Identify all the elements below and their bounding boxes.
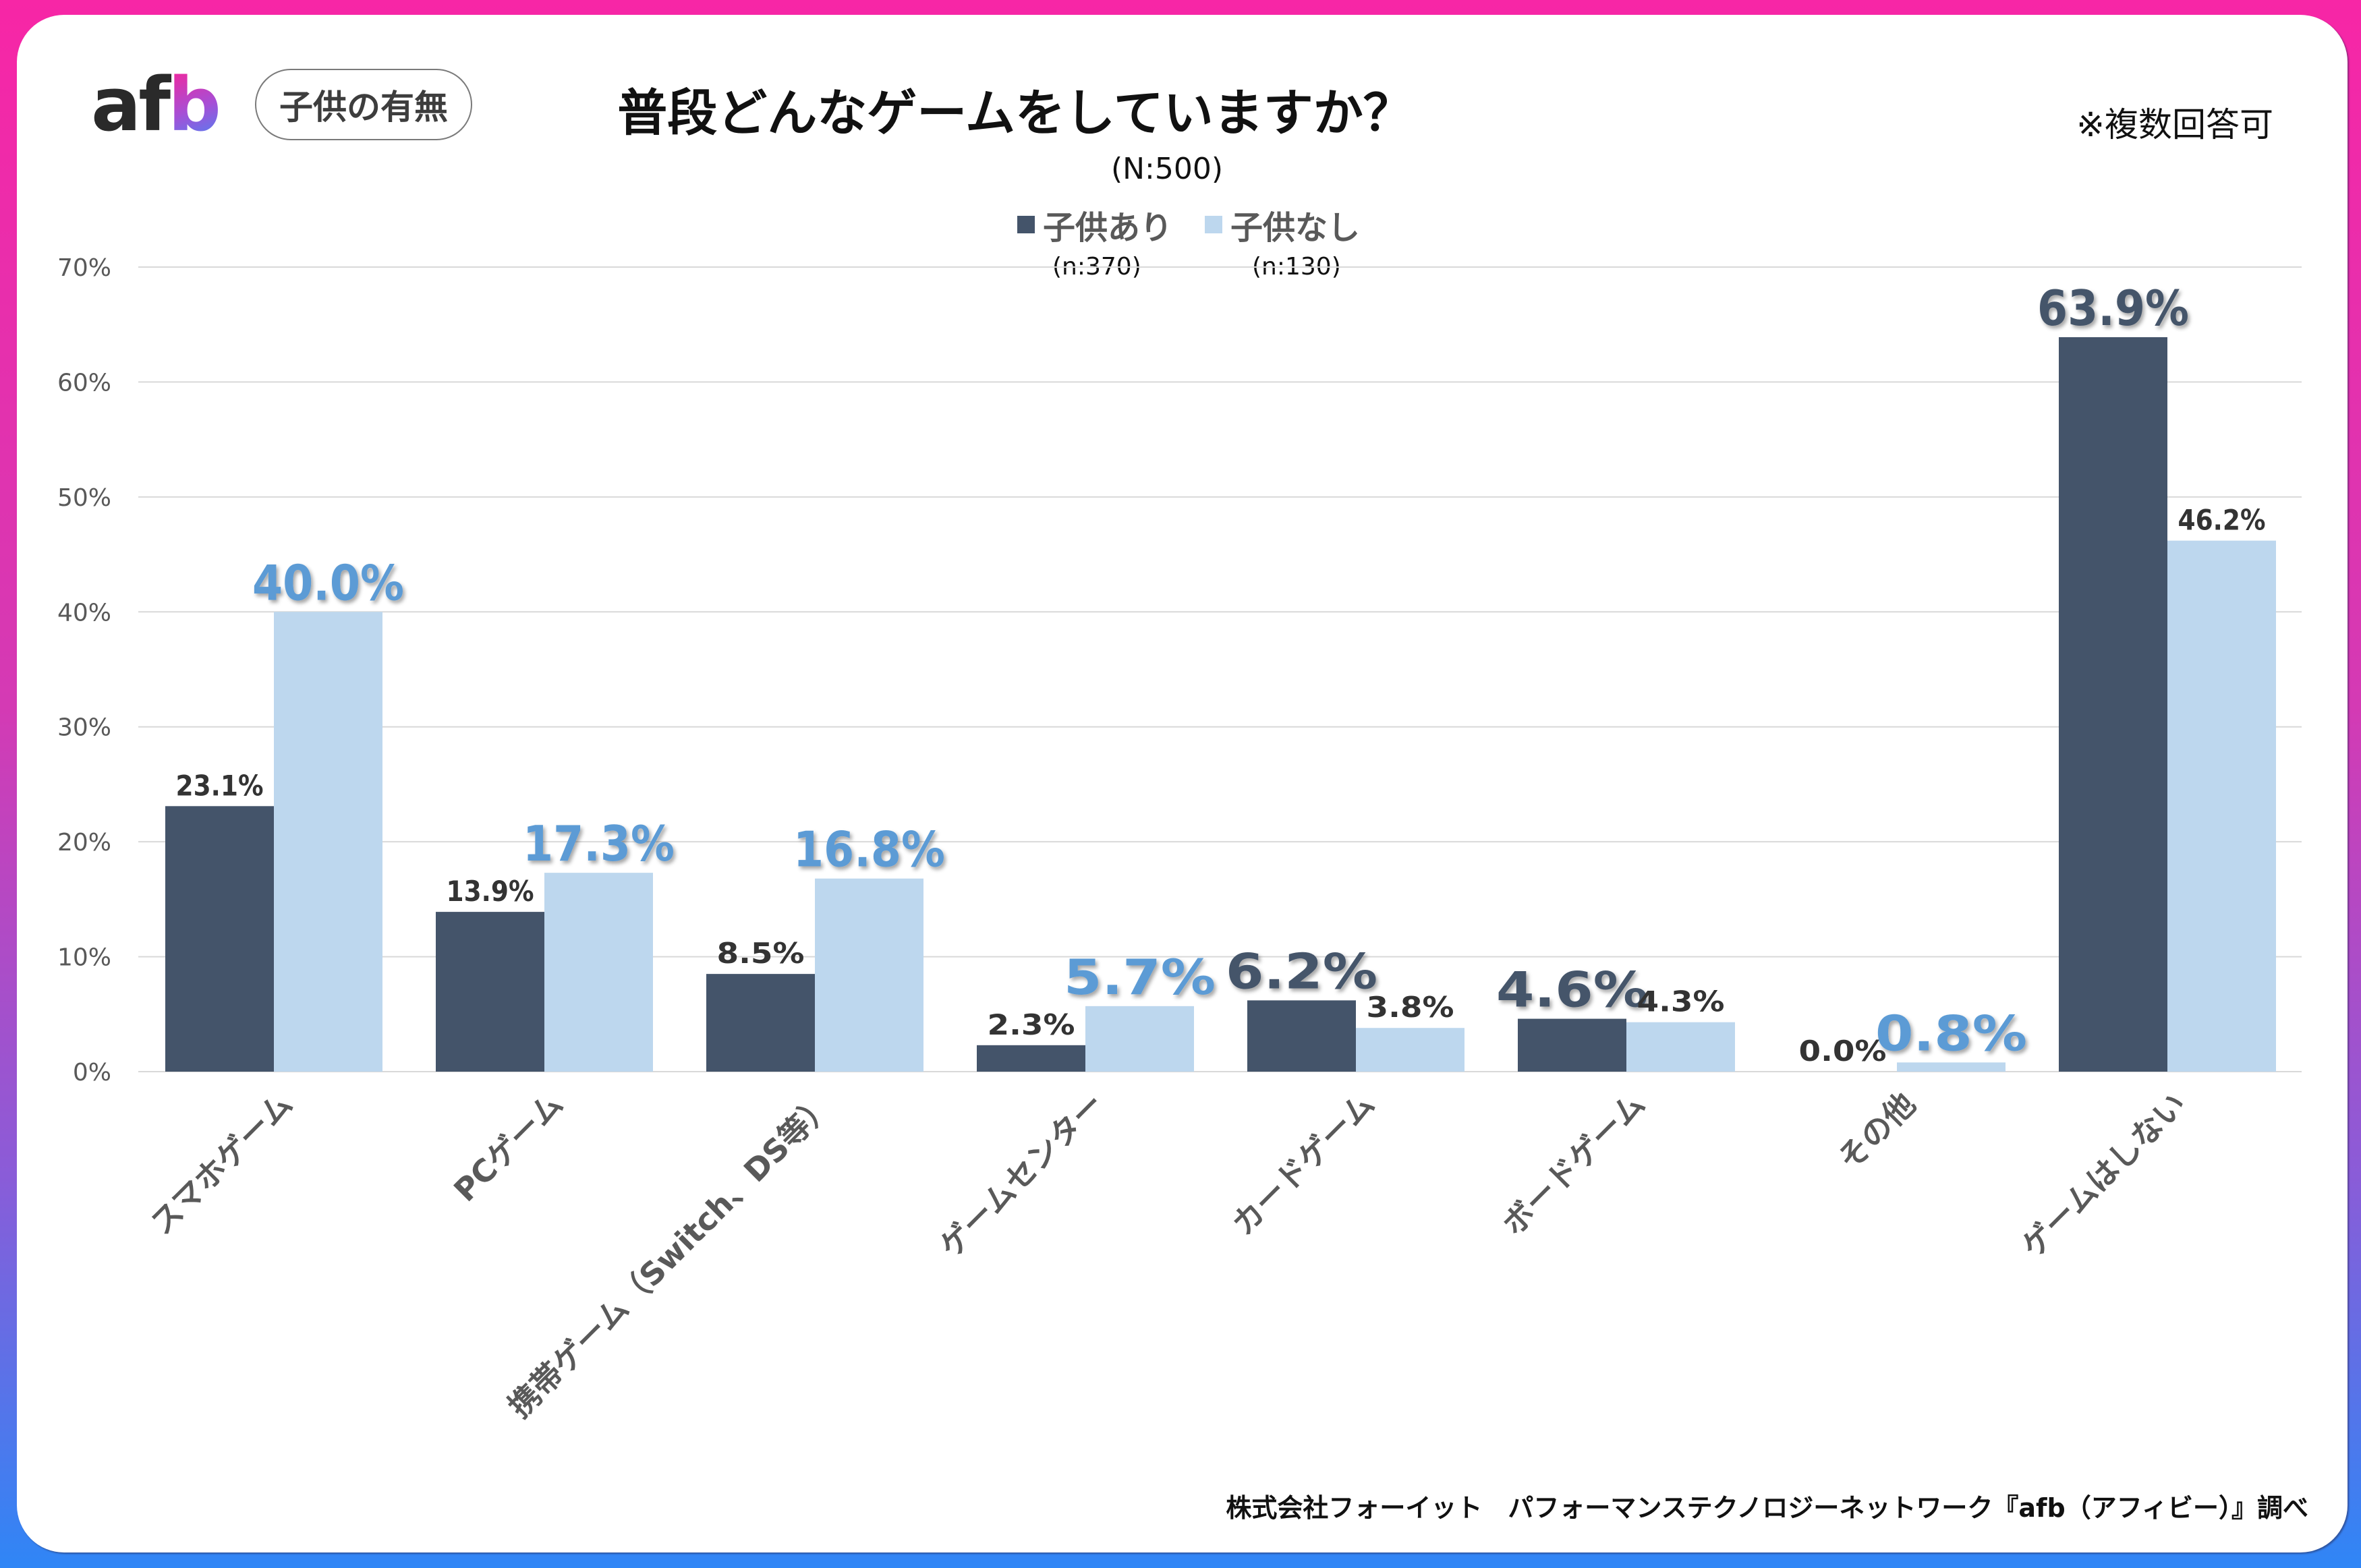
legend-swatch-dark [1017,216,1035,233]
segment-pill: 子供の有無 [255,69,472,140]
bar-without-children [544,873,653,1072]
x-category-label: スマホゲーム [143,1086,299,1242]
chart-title: 普段どんなゲームをしていますか？ [0,73,2361,145]
bar-with-children [165,806,274,1072]
multiple-answer-note: ※複数回答可 [2076,105,2273,144]
afb-logo: afb [91,67,221,142]
x-category-label: カードゲーム [1224,1086,1381,1242]
bar-without-children [1897,1062,2006,1072]
y-tick-label: 20% [57,829,111,856]
logo-text-af: af [91,61,171,148]
data-label: 4.3% [1637,985,1725,1018]
y-tick-label: 60% [57,369,111,397]
y-tick-label: 70% [57,254,111,282]
bar-with-children [2059,337,2167,1072]
x-category-label: ボードゲーム [1495,1086,1651,1242]
data-label: 40.0% [252,554,404,611]
data-label: 6.2% [1226,943,1377,999]
data-label: 46.2% [2178,504,2266,537]
bar-with-children [1518,1018,1626,1072]
bar-without-children [2167,540,2276,1072]
y-tick-label: 30% [57,714,111,742]
bar-with-children [706,974,815,1072]
data-label: 0.0% [1799,1035,1887,1068]
y-tick-label: 50% [57,484,111,512]
chart-title-text: 普段どんなゲームをしていますか？ [617,84,1413,142]
x-category-label: 携帯ゲーム（Switch、DS等） [501,1086,841,1425]
legend-swatch-light [1205,216,1222,233]
bar-with-children [436,912,544,1072]
data-label: 17.3% [523,815,675,872]
source-credit: 株式会社フォーイット パフォーマンステクノロジーネットワーク『afb（アフィビー… [1226,1493,2308,1523]
chart-card [17,15,2348,1552]
legend-label: 子供なし [1230,209,1361,247]
legend-item-with-children: 子供あり [1017,201,1172,248]
x-category-label: ゲームはしない [2014,1086,2193,1265]
x-category-label: ゲームセンター [932,1086,1111,1265]
x-category-label: その他 [1831,1086,1923,1178]
bar-without-children [1085,1006,1194,1072]
bar-without-children [274,612,382,1072]
data-label: 63.9% [2037,280,2189,337]
legend-item-without-children: 子供なし [1205,201,1360,248]
x-category-label: PCゲーム [447,1086,569,1209]
data-label: 2.3% [988,1008,1075,1041]
y-tick-label: 0% [73,1059,111,1086]
legend-label: 子供あり [1043,209,1173,247]
logo-text-b: b [168,61,221,148]
data-label: 0.8% [1875,1005,2027,1062]
bar-without-children [815,878,923,1072]
data-label: 16.8% [793,821,945,878]
bar-without-children [1626,1022,1735,1072]
data-label: 8.5% [717,937,805,970]
data-label: 13.9% [447,875,534,908]
data-label: 4.6% [1496,962,1648,1018]
bar-with-children [1247,1000,1356,1072]
bar-without-children [1356,1028,1464,1072]
bar-with-children [977,1045,1085,1072]
y-tick-label: 40% [57,599,111,627]
data-label: 5.7% [1064,949,1216,1006]
sample-size-total: (N:500) [1110,152,1224,186]
data-label: 3.8% [1367,991,1454,1024]
data-label: 23.1% [176,769,264,802]
y-tick-label: 10% [57,944,111,972]
